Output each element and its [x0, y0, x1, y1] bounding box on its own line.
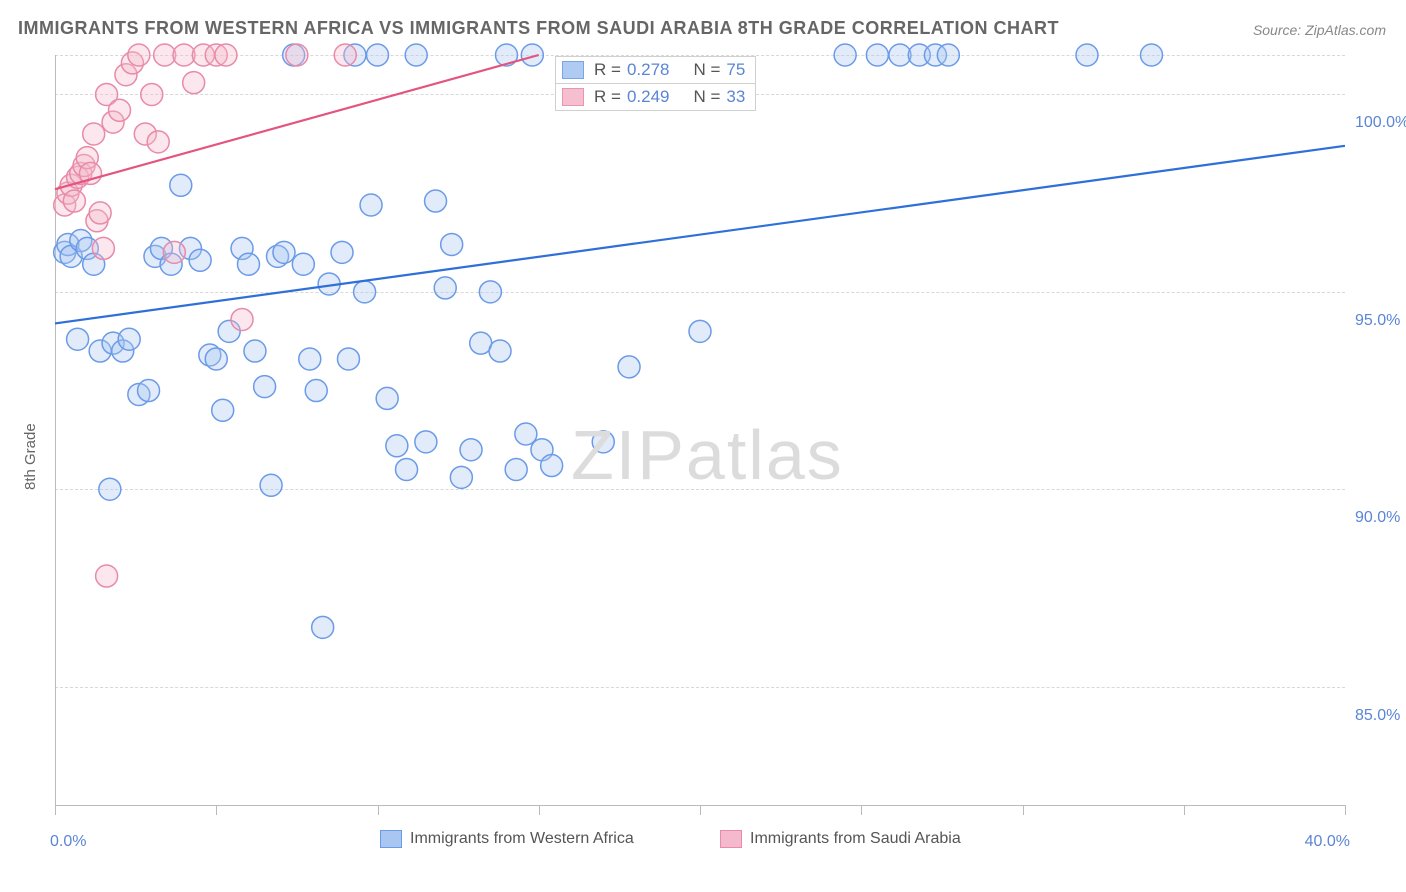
- legend-label: Immigrants from Saudi Arabia: [750, 830, 961, 847]
- data-point: [163, 241, 185, 263]
- legend-n-label: N =: [693, 87, 720, 107]
- data-point: [460, 439, 482, 461]
- legend-series: Immigrants from Western Africa: [380, 830, 634, 848]
- data-point: [367, 44, 389, 66]
- data-point: [286, 44, 308, 66]
- data-point: [170, 174, 192, 196]
- data-point: [354, 281, 376, 303]
- data-point: [541, 455, 563, 477]
- data-point: [231, 308, 253, 330]
- legend-swatch: [720, 830, 742, 848]
- data-point: [63, 190, 85, 212]
- data-point: [238, 253, 260, 275]
- data-point: [67, 328, 89, 350]
- x-tick: [1184, 805, 1185, 815]
- legend-r-label: R =: [594, 60, 621, 80]
- legend-swatch: [562, 88, 584, 106]
- trend-line: [55, 146, 1345, 324]
- x-tick: [55, 805, 56, 815]
- x-tick: [1023, 805, 1024, 815]
- x-tick: [216, 805, 217, 815]
- data-point: [405, 44, 427, 66]
- data-point: [260, 474, 282, 496]
- data-point: [334, 44, 356, 66]
- data-point: [305, 380, 327, 402]
- chart-container: { "title": "IMMIGRANTS FROM WESTERN AFRI…: [0, 0, 1406, 892]
- data-point: [441, 233, 463, 255]
- data-point: [254, 376, 276, 398]
- data-point: [89, 202, 111, 224]
- legend-swatch: [380, 830, 402, 848]
- data-point: [141, 83, 163, 105]
- legend-r-label: R =: [594, 87, 621, 107]
- data-point: [205, 348, 227, 370]
- data-point: [189, 249, 211, 271]
- data-point: [376, 387, 398, 409]
- data-point: [99, 478, 121, 500]
- x-tick: [539, 805, 540, 815]
- x-tick: [700, 805, 701, 815]
- data-point: [434, 277, 456, 299]
- x-tick: [378, 805, 379, 815]
- legend-label: Immigrants from Western Africa: [410, 830, 634, 847]
- legend-n-value: 33: [726, 87, 745, 107]
- legend-r-value: 0.278: [627, 60, 670, 80]
- data-point: [1141, 44, 1163, 66]
- data-point: [479, 281, 501, 303]
- data-point: [489, 340, 511, 362]
- legend-n-value: 75: [726, 60, 745, 80]
- data-point: [212, 399, 234, 421]
- data-point: [312, 616, 334, 638]
- data-point: [521, 44, 543, 66]
- data-point: [618, 356, 640, 378]
- x-tick-label: 40.0%: [1295, 833, 1350, 851]
- data-point: [273, 241, 295, 263]
- data-point: [689, 320, 711, 342]
- data-point: [96, 565, 118, 587]
- data-point: [937, 44, 959, 66]
- data-point: [244, 340, 266, 362]
- data-point: [450, 466, 472, 488]
- legend-r-value: 0.249: [627, 87, 670, 107]
- legend-swatch: [562, 61, 584, 79]
- x-tick: [1345, 805, 1346, 815]
- data-point: [147, 131, 169, 153]
- watermark: ZIPatlas: [571, 415, 844, 495]
- legend-n-label: N =: [693, 60, 720, 80]
- data-point: [866, 44, 888, 66]
- data-point: [1076, 44, 1098, 66]
- data-point: [386, 435, 408, 457]
- data-point: [337, 348, 359, 370]
- legend-row: R = 0.278 N = 75: [555, 56, 756, 84]
- data-point: [834, 44, 856, 66]
- data-point: [396, 458, 418, 480]
- data-point: [138, 380, 160, 402]
- data-point: [331, 241, 353, 263]
- data-point: [215, 44, 237, 66]
- legend-row: R = 0.249 N = 33: [555, 84, 756, 111]
- data-point: [92, 237, 114, 259]
- data-point: [118, 328, 140, 350]
- data-point: [292, 253, 314, 275]
- data-point: [425, 190, 447, 212]
- data-point: [109, 99, 131, 121]
- data-point: [360, 194, 382, 216]
- legend-correlation: R = 0.278 N = 75 R = 0.249 N = 33: [555, 56, 756, 111]
- data-point: [183, 72, 205, 94]
- x-tick: [861, 805, 862, 815]
- data-point: [505, 458, 527, 480]
- data-point: [83, 123, 105, 145]
- data-point: [415, 431, 437, 453]
- data-point: [128, 44, 150, 66]
- legend-series: Immigrants from Saudi Arabia: [720, 830, 961, 848]
- x-tick-label: 0.0%: [50, 833, 86, 851]
- data-point: [299, 348, 321, 370]
